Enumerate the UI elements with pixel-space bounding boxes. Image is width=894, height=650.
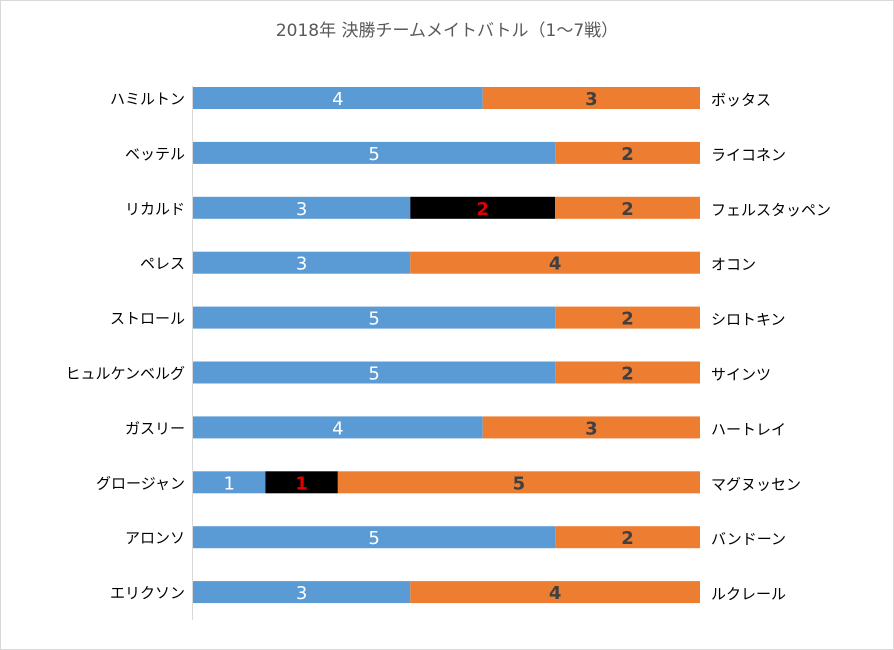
data-label: 2 — [621, 144, 634, 165]
category-label-right: シロトキン — [711, 311, 786, 329]
data-label: 3 — [585, 418, 598, 439]
category-label-right: バンドーン — [711, 530, 786, 548]
category-label-right: ボッタス — [711, 91, 771, 109]
category-label-right: ハートレイ — [711, 420, 786, 438]
category-label-left: グロージャン — [96, 474, 185, 492]
data-label: 4 — [549, 254, 562, 275]
data-label: 3 — [296, 254, 307, 275]
bar-segment-left — [193, 471, 266, 494]
bar-segment-left — [193, 416, 483, 439]
data-label: 4 — [332, 89, 343, 110]
bar-segment-left — [193, 581, 411, 604]
category-label-right: サインツ — [711, 366, 771, 384]
category-label-right: フェルスタッペン — [711, 201, 831, 219]
category-label-left: ヒュルケンベルグ — [65, 365, 185, 383]
bar-segment-right — [482, 416, 700, 439]
category-label-right: マグヌッセン — [711, 475, 801, 493]
bar-segment-right — [410, 581, 700, 604]
bar-segment-left — [193, 306, 556, 329]
category-label-left: ガスリー — [125, 419, 185, 437]
data-label: 5 — [368, 364, 379, 385]
bar-segment-left — [193, 196, 411, 219]
category-label-left: アロンソ — [125, 529, 185, 547]
category-label-left: エリクソン — [110, 584, 185, 602]
data-label: 2 — [476, 199, 489, 220]
chart-title: 2018年 決勝チームメイトバトル（1〜7戦） — [275, 21, 619, 41]
data-label: 2 — [621, 309, 634, 330]
data-label: 3 — [296, 583, 307, 604]
bar-segment-right — [410, 251, 700, 274]
data-label: 5 — [368, 309, 379, 330]
data-label: 1 — [295, 473, 308, 494]
bar-segment-right — [555, 306, 700, 329]
data-label: 2 — [621, 364, 634, 385]
data-label: 4 — [332, 418, 343, 439]
data-label: 5 — [368, 144, 379, 165]
data-label: 2 — [621, 199, 634, 220]
category-label-right: ライコネン — [711, 146, 786, 164]
bar-segment-draw — [410, 196, 556, 219]
bar-segment-left — [193, 87, 483, 109]
data-label: 5 — [513, 473, 526, 494]
bar-segment-left — [193, 141, 556, 164]
data-label: 2 — [621, 528, 634, 549]
category-label-right: オコン — [711, 256, 756, 274]
data-label: 1 — [223, 473, 234, 494]
category-label-left: リカルド — [125, 200, 185, 218]
bar-segment-right — [555, 196, 700, 219]
category-label-left: ペレス — [140, 255, 185, 273]
category-label-left: ハミルトン — [110, 90, 185, 108]
bar-segment-draw — [265, 471, 338, 494]
data-label: 3 — [296, 199, 307, 220]
bar-segment-left — [193, 361, 556, 384]
category-label-right: ルクレール — [711, 585, 786, 603]
bar-segment-right — [555, 526, 700, 549]
data-label: 3 — [585, 89, 598, 110]
bar-segment-right — [555, 141, 700, 164]
bar-segment-right — [555, 361, 700, 384]
bar-segment-right — [482, 87, 700, 109]
bar-segment-right — [337, 471, 700, 494]
data-label: 5 — [368, 528, 379, 549]
data-label: 4 — [549, 583, 562, 604]
category-label-left: ストロール — [110, 310, 185, 328]
category-label-left: ベッテル — [125, 145, 185, 163]
bar-segment-left — [193, 526, 556, 549]
bar-segment-left — [193, 251, 411, 274]
